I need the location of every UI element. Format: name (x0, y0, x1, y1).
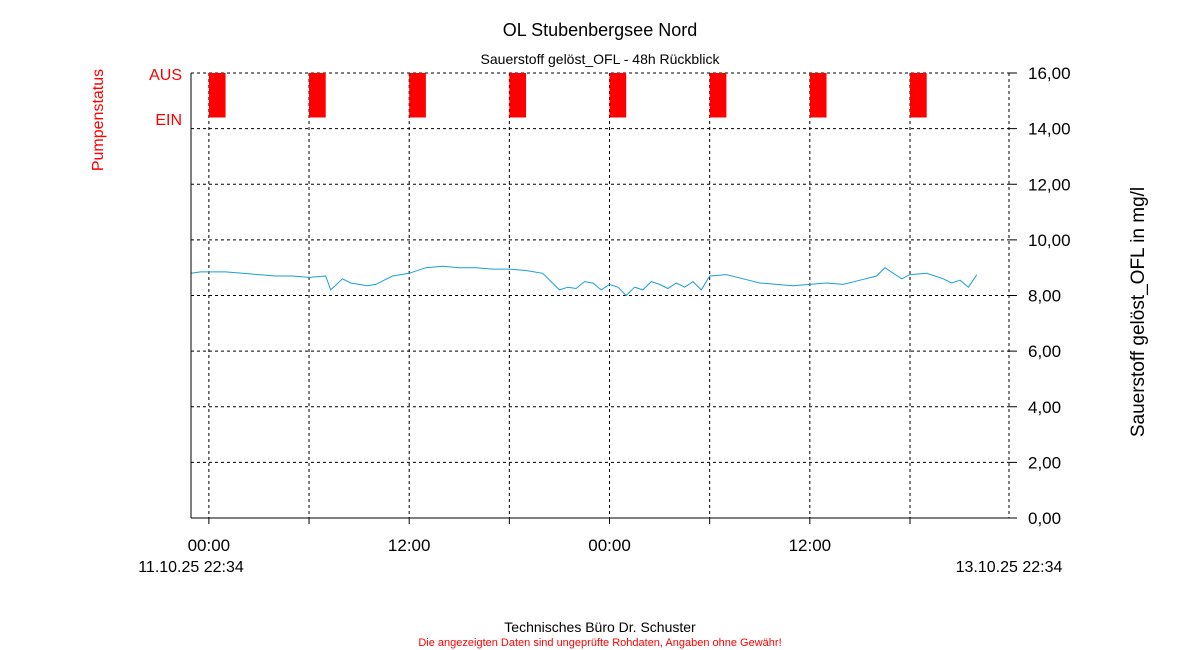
chart-subtitle: Sauerstoff gelöst_OFL - 48h Rückblick (481, 51, 721, 67)
x-tick-label: 00:00 (588, 536, 631, 555)
y-tick-label: 6,00 (1028, 342, 1061, 361)
pump-on-bar (309, 73, 326, 118)
y-tick-label: 14,00 (1028, 120, 1071, 139)
oxygen-series-line (190, 265, 978, 297)
x-tick-label: 12:00 (388, 536, 431, 555)
pump-label-ein: EIN (155, 112, 182, 129)
footer-disclaimer: Die angezeigten Daten sind ungeprüfte Ro… (418, 637, 781, 649)
tick-labels: 16,00 14,00 12,00 10,00 8,00 6,00 4,00 2,00 0,00… (188, 64, 1071, 555)
pump-on-bar (709, 73, 727, 118)
y-axis-label: Sauerstoff gelöst_OFL in mg/l (1128, 187, 1149, 437)
pump-on-bar (509, 73, 527, 118)
y-tick-label: 4,00 (1028, 398, 1061, 417)
pump-on-bar (609, 73, 627, 118)
y-tick-label: 0,00 (1028, 509, 1061, 528)
x-start-label: 11.10.25 22:34 (138, 559, 244, 576)
y-tick-label: 12,00 (1028, 175, 1071, 194)
pump-status-bars (208, 73, 927, 118)
pump-on-bar (809, 73, 827, 118)
pump-on-bar (208, 73, 226, 118)
grid (191, 72, 1010, 518)
y-tick-label: 8,00 (1028, 287, 1061, 306)
pump-axis-label: Pumpenstatus (90, 69, 107, 171)
y-tick-label: 10,00 (1028, 231, 1071, 250)
pump-label-aus: AUS (149, 67, 182, 84)
x-end-label: 13.10.25 22:34 (956, 559, 1063, 576)
pump-on-bar (910, 73, 927, 118)
footer-credit: Technisches Büro Dr. Schuster (504, 619, 696, 635)
y-tick-label: 2,00 (1028, 453, 1061, 472)
x-tick-label: 12:00 (789, 536, 832, 555)
y-tick-label: 16,00 (1028, 64, 1071, 83)
x-tick-label: 00:00 (188, 536, 231, 555)
pump-on-bar (409, 73, 426, 118)
axes (190, 72, 1017, 524)
data-series (190, 265, 978, 297)
chart-title: OL Stubenbergsee Nord (503, 20, 697, 40)
